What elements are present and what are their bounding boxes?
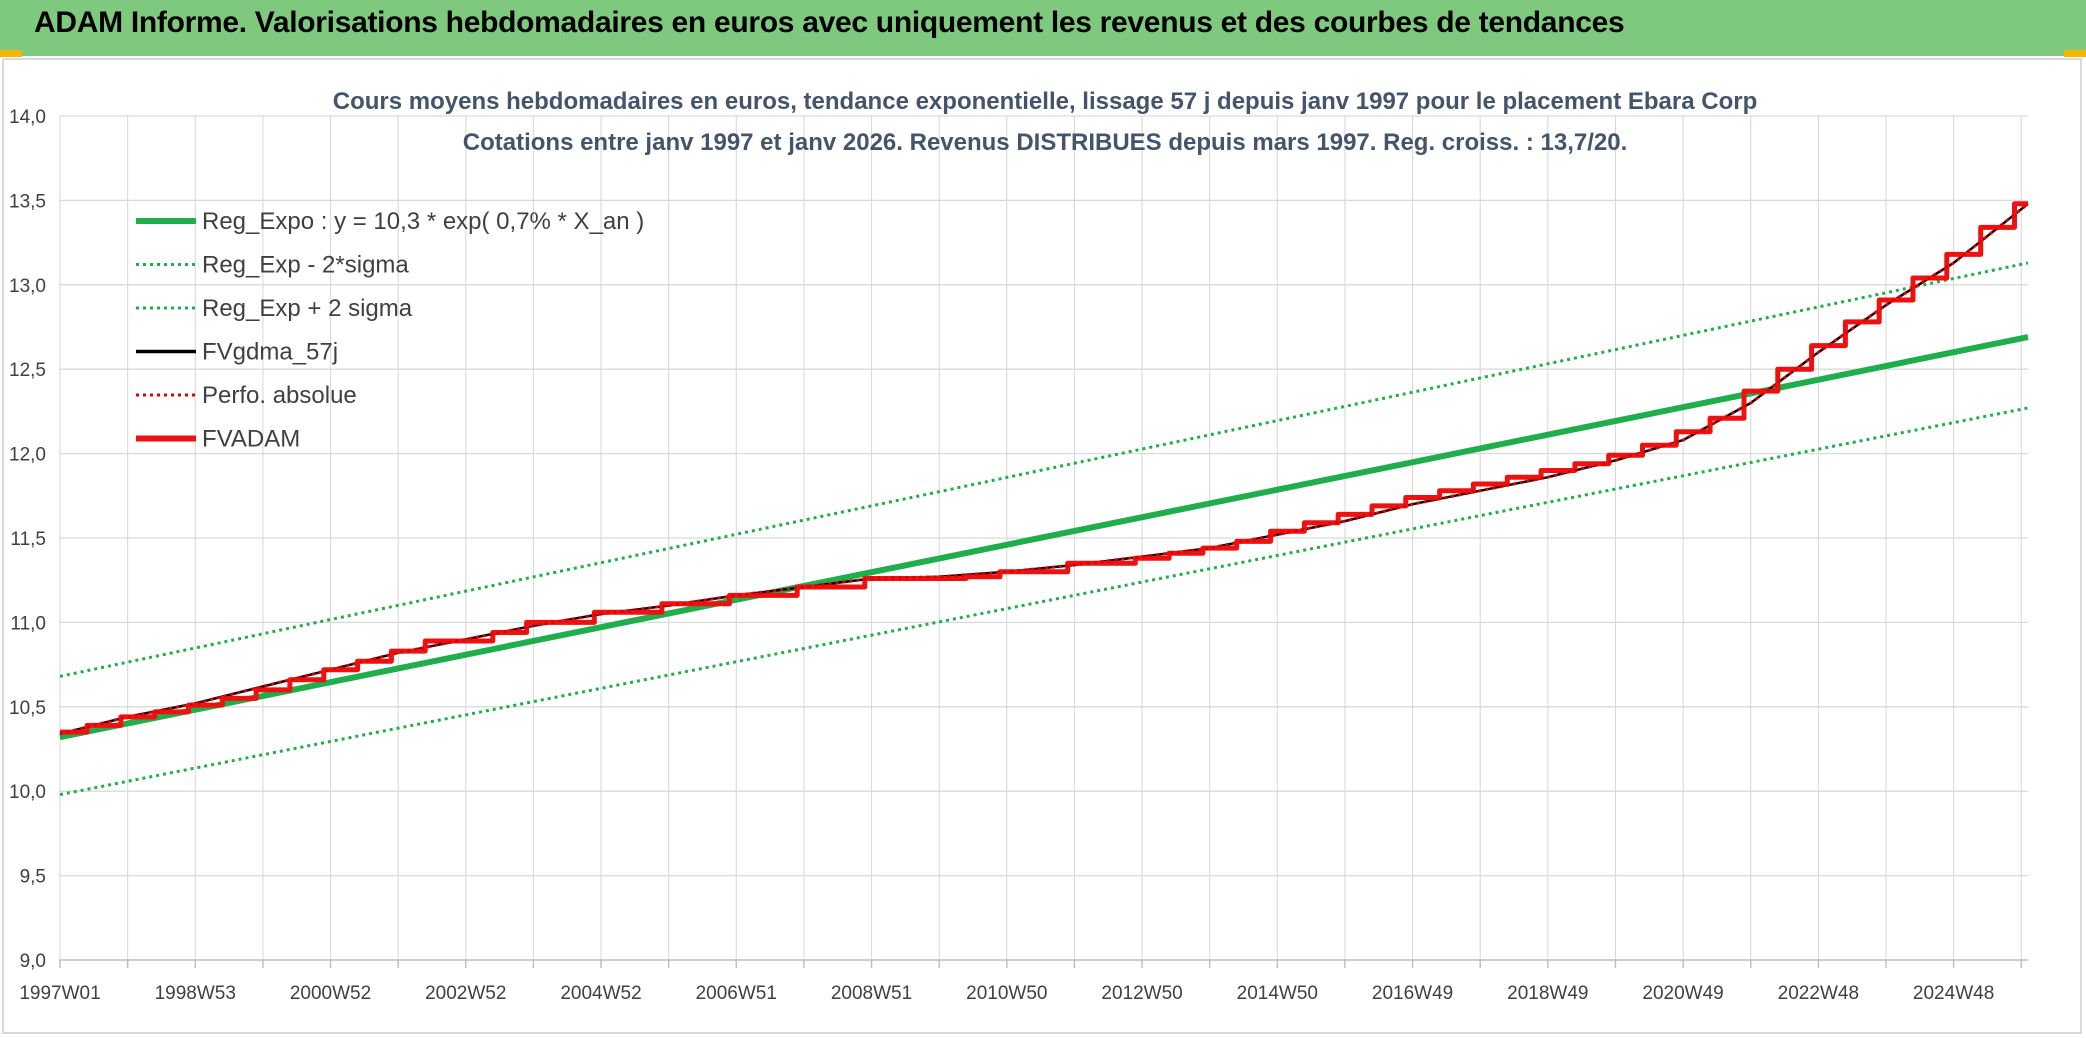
y-tick-label: 11,5 bbox=[10, 529, 46, 550]
report-title: ADAM Informe. Valorisations hebdomadaire… bbox=[34, 6, 1625, 39]
x-tick-label: 2004W52 bbox=[560, 983, 641, 1004]
legend-label: Perfo. absolue bbox=[202, 382, 357, 409]
y-tick-label: 13,5 bbox=[9, 191, 46, 212]
legend-label: Reg_Exp - 2*sigma bbox=[202, 252, 409, 279]
x-tick-label: 2000W52 bbox=[290, 983, 371, 1004]
chart-title: Cours moyens hebdomadaires en euros, ten… bbox=[333, 88, 1757, 115]
series-line-3 bbox=[59, 202, 2029, 736]
x-tick-label: 2008W51 bbox=[831, 983, 912, 1004]
legend-label: FVgdma_57j bbox=[202, 339, 338, 366]
x-tick-label: 2010W50 bbox=[966, 983, 1047, 1004]
x-tick-label: 2024W48 bbox=[1913, 983, 1994, 1004]
y-tick-label: 12,0 bbox=[9, 445, 46, 466]
y-tick-label: 12,5 bbox=[9, 360, 46, 381]
y-tick-label: 10,5 bbox=[9, 698, 46, 719]
x-tick-label: 2014W50 bbox=[1237, 983, 1318, 1004]
legend-label: Reg_Exp + 2 sigma bbox=[202, 295, 413, 322]
title-banner: ADAM Informe. Valorisations hebdomadaire… bbox=[0, 0, 2086, 56]
y-tick-label: 9,5 bbox=[20, 867, 46, 888]
x-tick-label: 2022W48 bbox=[1778, 983, 1859, 1004]
axes: 9,0 9,5 10,0 10,5 11,0 11,5 12,0 12,5 13,0 13,5 14… bbox=[9, 107, 2028, 1004]
chart-subtitle: Cotations entre janv 1997 et janv 2026. … bbox=[463, 129, 1628, 156]
legend-label: FVADAM bbox=[202, 426, 300, 453]
x-tick-label: 2016W49 bbox=[1372, 983, 1453, 1004]
x-tick-label: 2018W49 bbox=[1507, 983, 1588, 1004]
x-tick-label: 1998W53 bbox=[155, 983, 236, 1004]
y-tick-label: 13,0 bbox=[9, 276, 46, 297]
x-tick-label: 2012W50 bbox=[1101, 983, 1182, 1004]
series-line-5 bbox=[60, 201, 2028, 735]
x-tick-label: 2002W52 bbox=[425, 983, 506, 1004]
legend-label: Reg_Expo : y = 10,3 * exp( 0,7% * X_an ) bbox=[202, 208, 644, 235]
series-line-4 bbox=[59, 202, 2029, 736]
y-tick-label: 10,0 bbox=[9, 782, 46, 803]
banner-accent-right bbox=[2064, 50, 2086, 57]
legend: Reg_Expo : y = 10,3 * exp( 0,7% * X_an )… bbox=[136, 208, 644, 453]
series-line-2 bbox=[59, 261, 2029, 678]
series-line-0 bbox=[59, 334, 2029, 741]
series-lines bbox=[59, 201, 2029, 797]
x-tick-label: 2006W51 bbox=[696, 983, 777, 1004]
y-tick-label: 14,0 bbox=[9, 107, 46, 128]
banner-accent-left bbox=[0, 50, 22, 57]
x-tick-label: 1997W01 bbox=[19, 983, 100, 1004]
x-tick-label: 2020W49 bbox=[1642, 983, 1723, 1004]
y-tick-label: 11,0 bbox=[10, 613, 46, 634]
series-line-1 bbox=[59, 406, 2029, 797]
chart-frame bbox=[2, 58, 2082, 1034]
y-tick-label: 9,0 bbox=[20, 951, 46, 972]
